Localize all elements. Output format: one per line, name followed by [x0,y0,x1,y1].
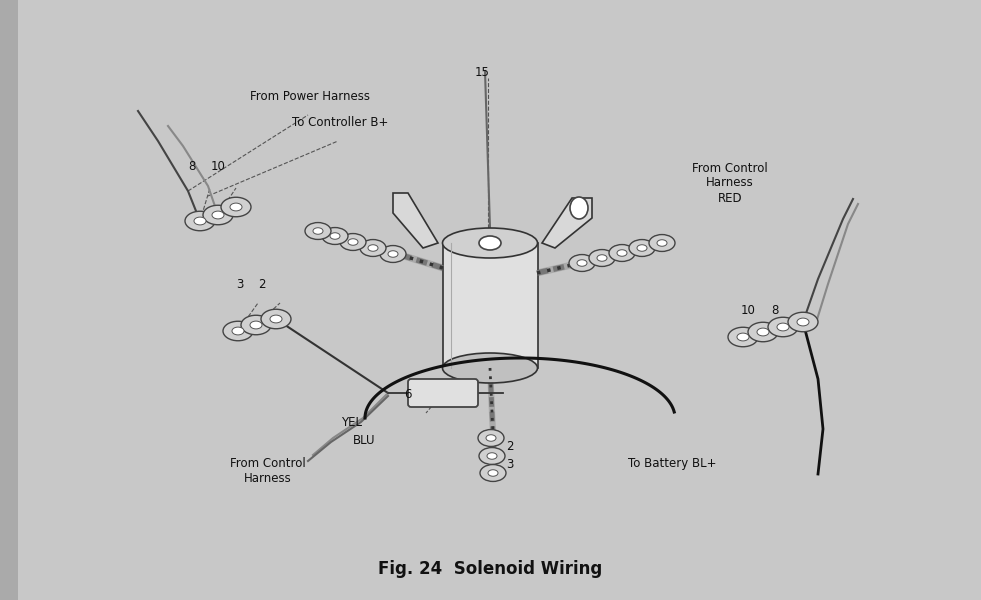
Text: 8: 8 [188,160,195,173]
Text: 15: 15 [475,67,490,79]
Text: Fig. 24  Solenoid Wiring: Fig. 24 Solenoid Wiring [379,560,602,578]
FancyBboxPatch shape [443,243,538,368]
Ellipse shape [305,223,331,239]
Ellipse shape [486,435,496,441]
Ellipse shape [479,448,505,464]
Ellipse shape [221,197,251,217]
Ellipse shape [250,321,262,329]
Ellipse shape [241,315,271,335]
Ellipse shape [788,312,818,332]
Ellipse shape [748,322,778,342]
Ellipse shape [757,328,769,336]
Ellipse shape [479,236,501,250]
Ellipse shape [569,254,595,271]
Polygon shape [542,198,592,248]
Text: From Control
Harness
RED: From Control Harness RED [693,161,768,205]
Ellipse shape [442,353,538,383]
Ellipse shape [480,464,506,481]
Ellipse shape [777,323,789,331]
Ellipse shape [637,245,647,251]
Ellipse shape [313,228,323,234]
Text: From Control
Harness: From Control Harness [231,457,306,485]
Ellipse shape [629,239,655,256]
Ellipse shape [589,250,615,266]
Ellipse shape [737,333,749,341]
Text: 10: 10 [211,160,226,173]
Ellipse shape [194,217,206,225]
Text: 3: 3 [236,278,243,292]
Ellipse shape [609,245,635,262]
Ellipse shape [270,315,282,323]
Ellipse shape [360,239,386,256]
Ellipse shape [322,227,348,244]
Text: YEL: YEL [341,416,363,430]
FancyBboxPatch shape [408,379,478,407]
Ellipse shape [442,228,538,258]
Ellipse shape [488,470,498,476]
Ellipse shape [597,255,607,261]
Ellipse shape [487,453,497,459]
Ellipse shape [380,245,406,262]
Ellipse shape [212,211,224,219]
Ellipse shape [728,327,758,347]
Ellipse shape [797,318,809,326]
Ellipse shape [577,260,587,266]
Ellipse shape [232,327,244,335]
Ellipse shape [340,233,366,250]
Text: 2: 2 [506,440,514,454]
Ellipse shape [348,239,358,245]
Text: To Controller B+: To Controller B+ [291,116,388,130]
Ellipse shape [617,250,627,256]
Ellipse shape [657,240,667,246]
Text: 6: 6 [404,389,412,401]
Ellipse shape [185,211,215,231]
Text: To Battery BL+: To Battery BL+ [628,457,716,469]
Text: 2: 2 [258,278,266,292]
Text: BLU: BLU [353,433,376,446]
Text: 8: 8 [771,304,779,317]
Ellipse shape [649,235,675,251]
Ellipse shape [570,197,588,219]
Ellipse shape [230,203,242,211]
Ellipse shape [478,430,504,446]
Ellipse shape [261,309,291,329]
Ellipse shape [223,321,253,341]
Text: 3: 3 [506,458,514,472]
Ellipse shape [330,233,340,239]
Ellipse shape [203,205,233,225]
Polygon shape [393,193,438,248]
Ellipse shape [768,317,798,337]
Ellipse shape [368,245,378,251]
Ellipse shape [388,251,398,257]
Text: 10: 10 [741,304,755,317]
Text: From Power Harness: From Power Harness [250,91,370,103]
